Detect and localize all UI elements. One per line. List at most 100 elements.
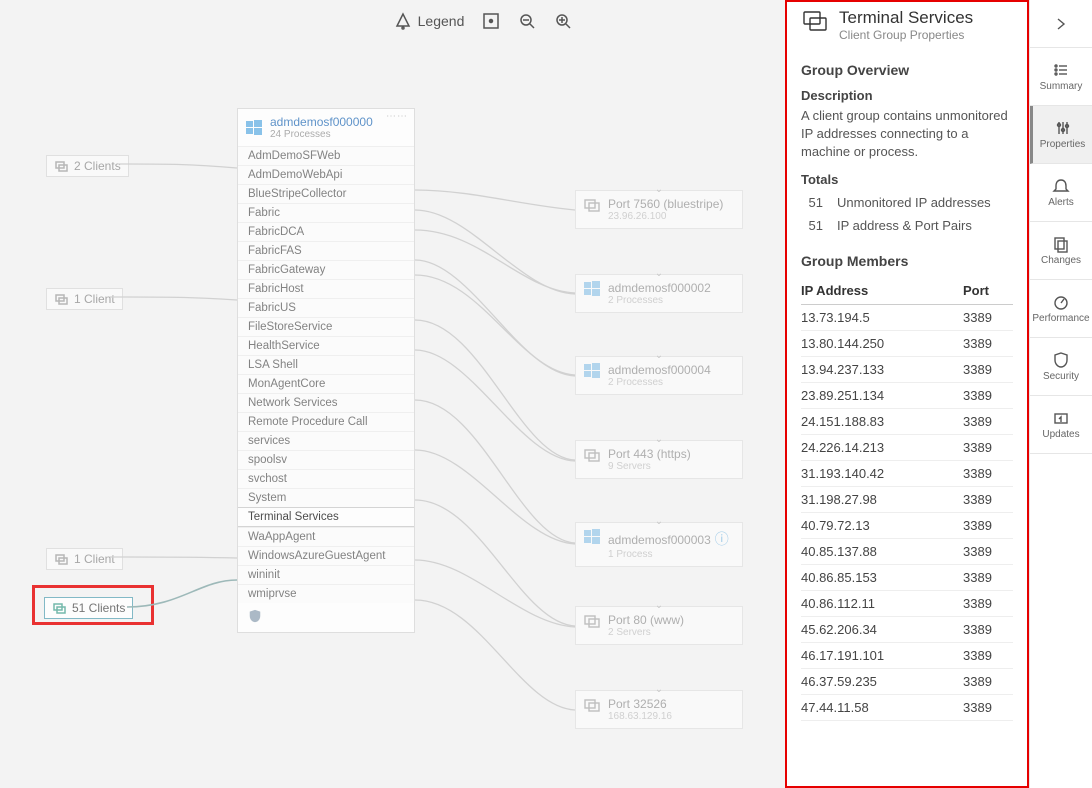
process-item[interactable]: spoolsv (238, 450, 414, 469)
process-item[interactable]: BlueStripeCollector (238, 184, 414, 203)
process-item[interactable]: WaAppAgent (238, 527, 414, 546)
client-group-51[interactable]: 51 Clients (44, 597, 133, 619)
machine-node[interactable]: ⌄admdemosf000003ⓘ1 Process (575, 522, 743, 567)
process-item[interactable]: Fabric (238, 203, 414, 222)
machine-admdemosf000000[interactable]: ⋯⋯ admdemosf000000 24 Processes AdmDemoS… (237, 108, 415, 633)
member-row[interactable]: 23.89.251.1343389 (801, 383, 1013, 409)
tab-summary[interactable]: Summary (1030, 48, 1092, 106)
process-item[interactable]: HealthService (238, 336, 414, 355)
chevron-down-icon[interactable]: ⌄ (655, 684, 663, 695)
member-row[interactable]: 47.44.11.583389 (801, 695, 1013, 721)
security-icon (1052, 351, 1070, 369)
member-row[interactable]: 13.94.237.1333389 (801, 357, 1013, 383)
member-ip: 31.198.27.98 (801, 492, 963, 507)
process-item[interactable]: WindowsAzureGuestAgent (238, 546, 414, 565)
member-row[interactable]: 13.80.144.2503389 (801, 331, 1013, 357)
process-item[interactable]: Remote Procedure Call (238, 412, 414, 431)
client-group-label: 1 Client (74, 292, 115, 306)
tab-alerts[interactable]: Alerts (1030, 164, 1092, 222)
member-row[interactable]: 31.198.27.983389 (801, 487, 1013, 513)
updates-icon (1052, 409, 1070, 427)
process-item[interactable]: LSA Shell (238, 355, 414, 374)
process-item[interactable]: wmiprvse (238, 584, 414, 603)
client-group-1a[interactable]: 1 Client (46, 288, 123, 310)
member-ip: 31.193.140.42 (801, 466, 963, 481)
process-item[interactable]: services (238, 431, 414, 450)
properties-icon (1054, 119, 1072, 137)
port-node[interactable]: ⌄Port 80 (www)2 Servers (575, 606, 743, 645)
client-group-1b[interactable]: 1 Client (46, 548, 123, 570)
tab-changes[interactable]: Changes (1030, 222, 1092, 280)
tab-performance[interactable]: Performance (1030, 280, 1092, 338)
tab-updates[interactable]: Updates (1030, 396, 1092, 454)
member-row[interactable]: 40.86.85.1533389 (801, 565, 1013, 591)
process-item[interactable]: FabricUS (238, 298, 414, 317)
member-port: 3389 (963, 700, 1013, 715)
side-rail: Summary Properties Alerts Changes Perfor… (1029, 0, 1092, 788)
zoom-out-button[interactable] (518, 12, 536, 30)
member-row[interactable]: 40.79.72.133389 (801, 513, 1013, 539)
process-item[interactable]: AdmDemoWebApi (238, 165, 414, 184)
member-row[interactable]: 24.151.188.833389 (801, 409, 1013, 435)
windows-icon (246, 120, 262, 136)
clients-icon (54, 292, 68, 306)
tab-security[interactable]: Security (1030, 338, 1092, 396)
chevron-down-icon[interactable]: ⌄ (655, 434, 663, 445)
member-row[interactable]: 46.17.191.1013389 (801, 643, 1013, 669)
info-icon[interactable]: ⓘ (715, 531, 729, 547)
process-item[interactable]: FabricDCA (238, 222, 414, 241)
description-text: A client group contains unmonitored IP a… (801, 107, 1013, 162)
node-subtitle: 23.96.26.100 (608, 211, 723, 222)
member-row[interactable]: 45.62.206.343389 (801, 617, 1013, 643)
process-item[interactable]: FabricFAS (238, 241, 414, 260)
port-node[interactable]: ⌄Port 32526168.63.129.16 (575, 690, 743, 729)
fit-button[interactable] (482, 12, 500, 30)
security-shield-icon[interactable] (238, 603, 414, 632)
drag-handle[interactable]: ⋯⋯ (386, 111, 408, 122)
process-item[interactable]: FabricGateway (238, 260, 414, 279)
member-port: 3389 (963, 362, 1013, 377)
chevron-down-icon[interactable]: ⌄ (655, 268, 663, 279)
member-row[interactable]: 31.193.140.423389 (801, 461, 1013, 487)
member-row[interactable]: 40.86.112.113389 (801, 591, 1013, 617)
terminal-services-icon (801, 8, 829, 36)
member-port: 3389 (963, 310, 1013, 325)
process-item[interactable]: System (238, 488, 414, 507)
machine-node[interactable]: ⌄admdemosf0000022 Processes (575, 274, 743, 313)
process-item[interactable]: FileStoreService (238, 317, 414, 336)
member-port: 3389 (963, 596, 1013, 611)
tab-label: Changes (1041, 255, 1081, 266)
member-row[interactable]: 24.226.14.2133389 (801, 435, 1013, 461)
chevron-down-icon[interactable]: ⌄ (655, 600, 663, 611)
port-node[interactable]: ⌄Port 7560 (bluestripe)23.96.26.100 (575, 190, 743, 229)
member-row[interactable]: 13.73.194.53389 (801, 305, 1013, 331)
member-row[interactable]: 40.85.137.883389 (801, 539, 1013, 565)
windows-icon (584, 529, 600, 545)
chevron-down-icon[interactable]: ⌄ (655, 516, 663, 527)
server-group-icon (584, 613, 600, 629)
member-row[interactable]: 46.37.59.2353389 (801, 669, 1013, 695)
expand-rail-button[interactable] (1030, 0, 1092, 48)
member-ip: 13.73.194.5 (801, 310, 963, 325)
section-totals-heading: Totals (801, 172, 1013, 187)
chevron-down-icon[interactable]: ⌄ (655, 350, 663, 361)
chevron-down-icon[interactable]: ⌄ (655, 184, 663, 195)
process-item[interactable]: FabricHost (238, 279, 414, 298)
section-members-heading: Group Members (801, 253, 1013, 269)
process-item[interactable]: wininit (238, 565, 414, 584)
process-item[interactable]: MonAgentCore (238, 374, 414, 393)
zoom-in-button[interactable] (554, 12, 572, 30)
performance-icon (1052, 293, 1070, 311)
tab-properties[interactable]: Properties (1030, 106, 1092, 164)
process-item[interactable]: Terminal Services (238, 507, 414, 527)
process-item[interactable]: svchost (238, 469, 414, 488)
node-subtitle: 1 Process (608, 549, 729, 560)
legend-button[interactable]: Legend (394, 12, 465, 30)
server-group-icon (584, 697, 600, 713)
client-group-2[interactable]: 2 Clients (46, 155, 129, 177)
process-item[interactable]: AdmDemoSFWeb (238, 146, 414, 165)
process-item[interactable]: Network Services (238, 393, 414, 412)
port-node[interactable]: ⌄Port 443 (https)9 Servers (575, 440, 743, 479)
machine-node[interactable]: ⌄admdemosf0000042 Processes (575, 356, 743, 395)
member-port: 3389 (963, 622, 1013, 637)
